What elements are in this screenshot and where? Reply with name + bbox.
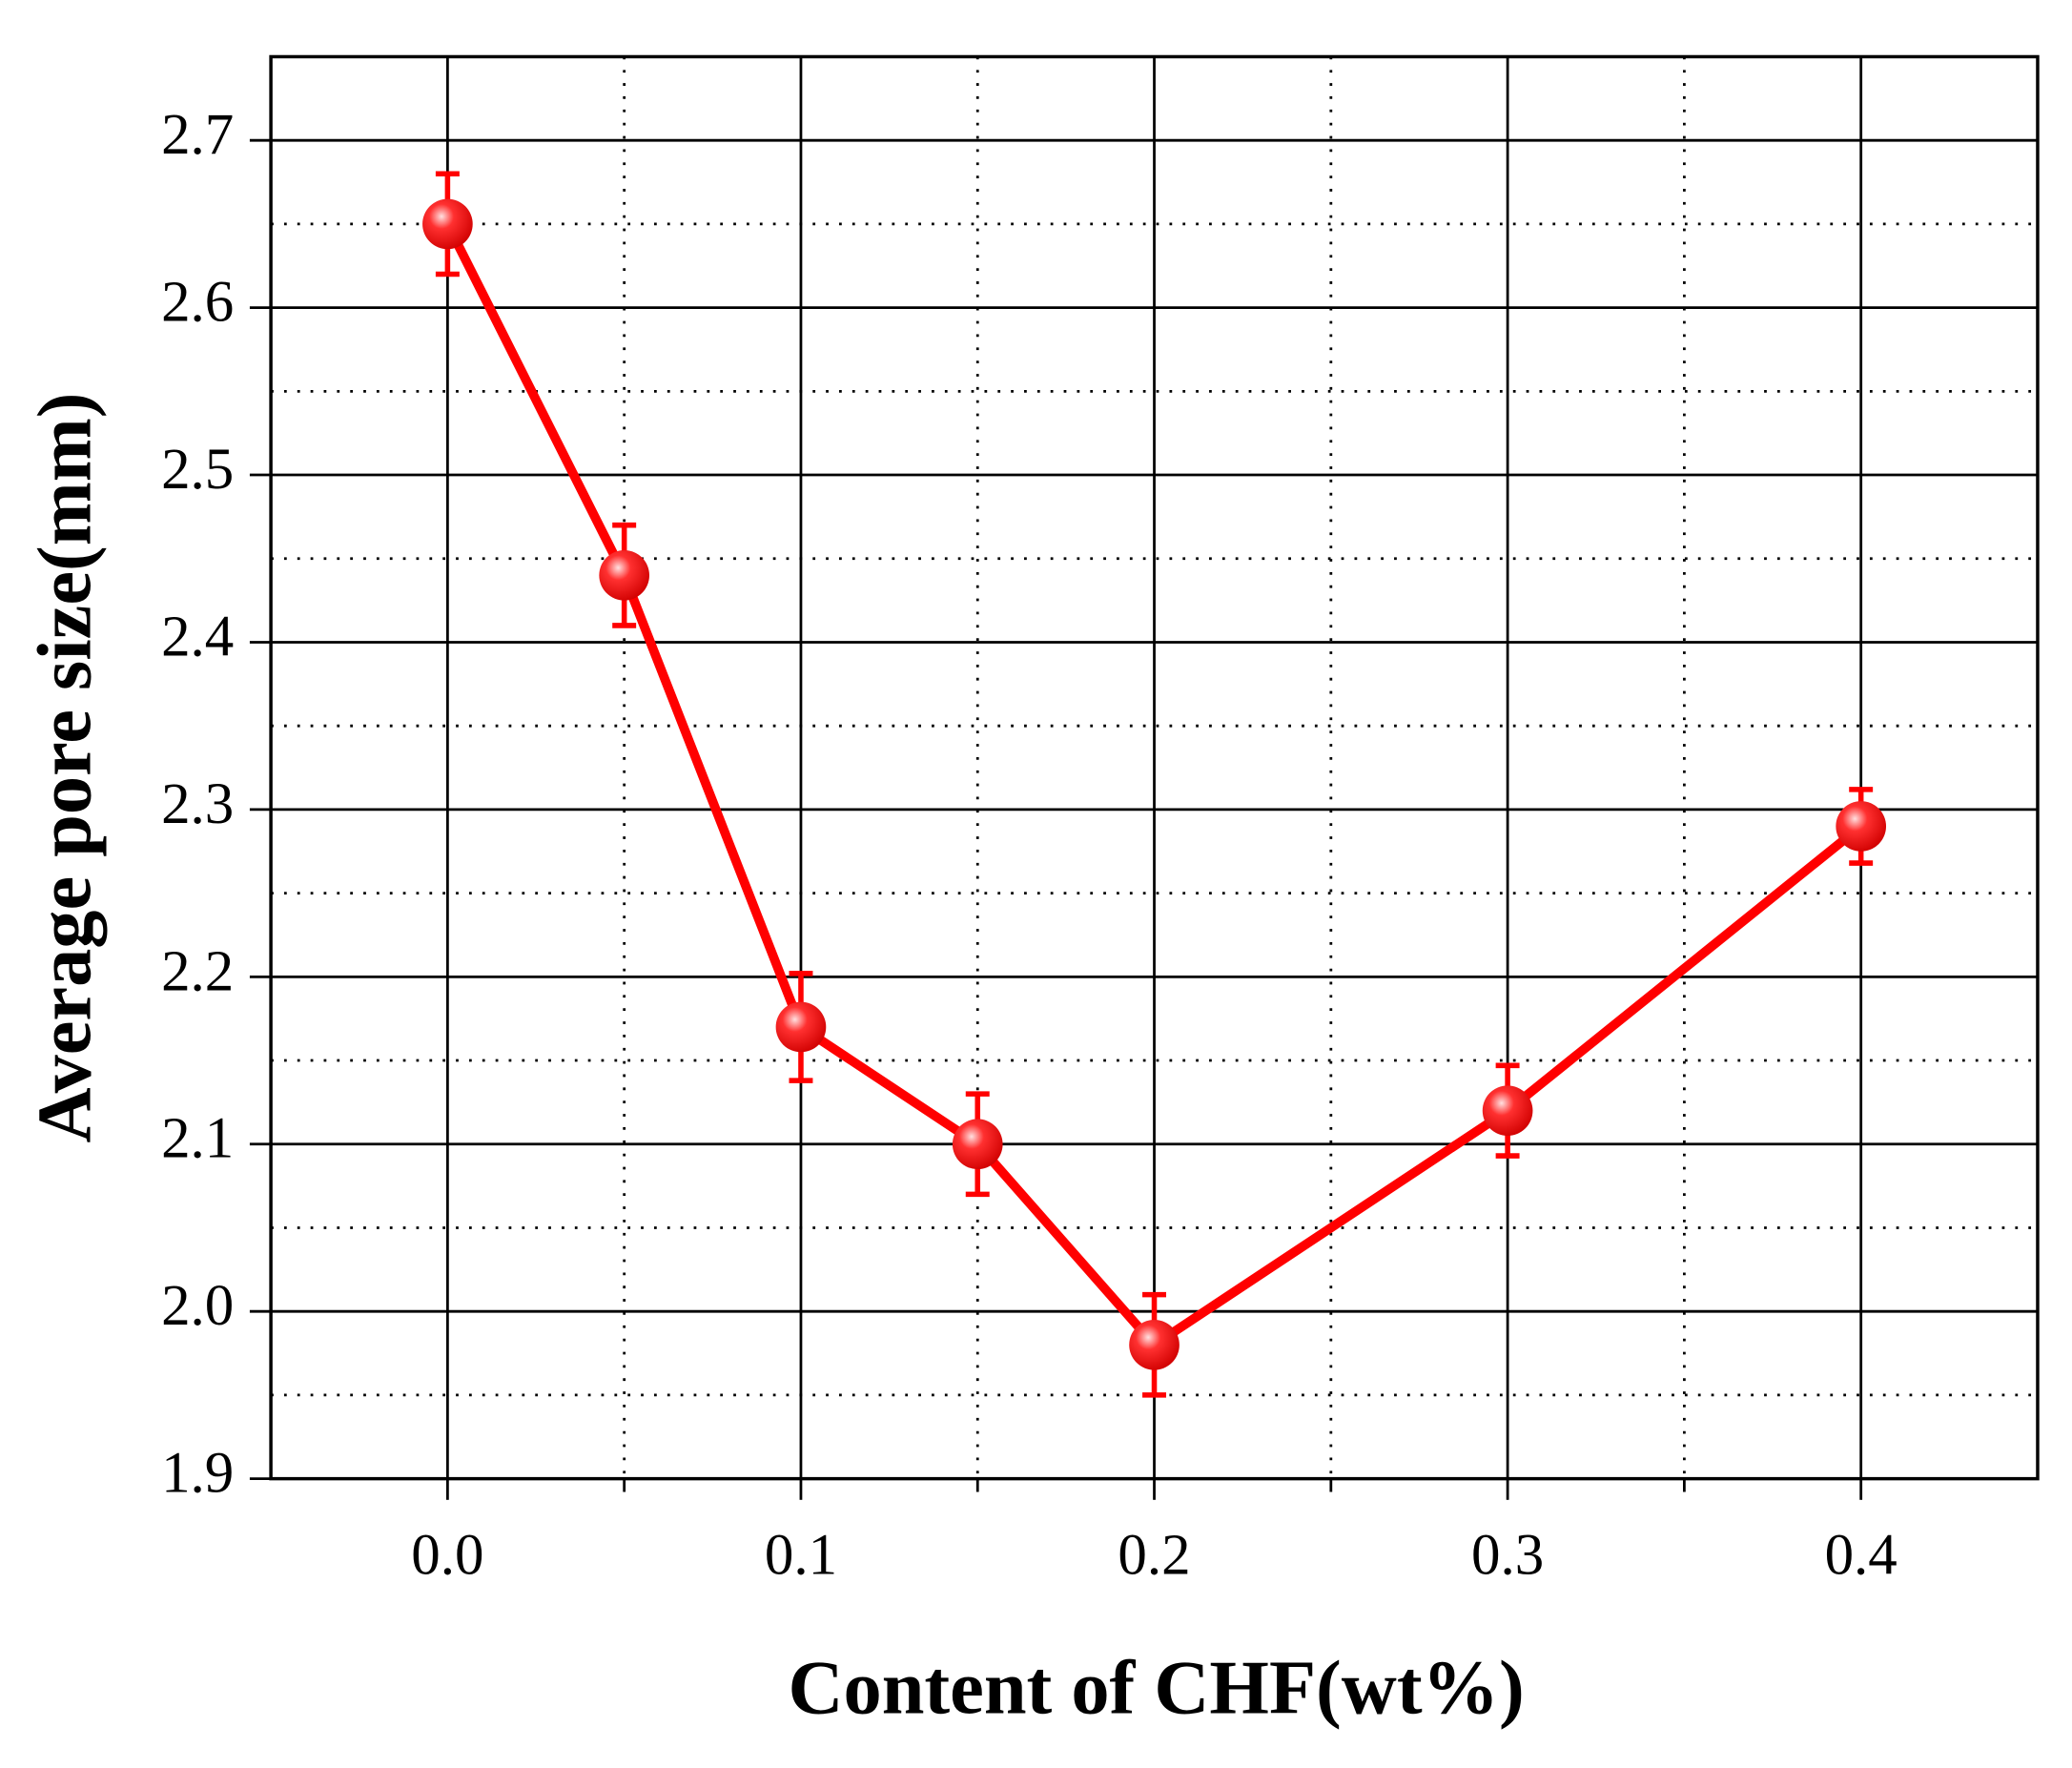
x-tick-label: 0.0: [411, 1524, 483, 1588]
y-tick-label: 2.7: [161, 103, 234, 167]
plot-frame: [269, 54, 2040, 1481]
data-point: [775, 1001, 827, 1053]
y-axis-title: Average pore size(mm): [23, 393, 108, 1143]
x-axis-title: Content of CHF(wt%): [789, 1645, 1525, 1730]
y-tick-label: 2.4: [161, 605, 234, 668]
x-tick-label: 0.3: [1471, 1524, 1544, 1588]
data-point: [599, 549, 650, 601]
x-tick-label: 0.2: [1118, 1524, 1190, 1588]
y-tick-label: 2.1: [161, 1107, 234, 1171]
data-point: [422, 198, 473, 250]
y-tick-label: 2.0: [161, 1274, 234, 1338]
data-point: [952, 1119, 1003, 1170]
x-tick-label: 0.1: [765, 1524, 837, 1588]
y-tick-label: 2.5: [161, 438, 234, 502]
y-tick-label: 2.6: [161, 271, 234, 335]
y-tick-label: 2.2: [161, 939, 234, 1003]
x-tick-label: 0.4: [1825, 1524, 1898, 1588]
data-point: [1482, 1085, 1533, 1137]
y-tick-label: 1.9: [161, 1442, 234, 1506]
y-tick-label: 2.3: [161, 772, 234, 836]
data-point: [1129, 1319, 1180, 1370]
data-point: [1836, 801, 1887, 852]
